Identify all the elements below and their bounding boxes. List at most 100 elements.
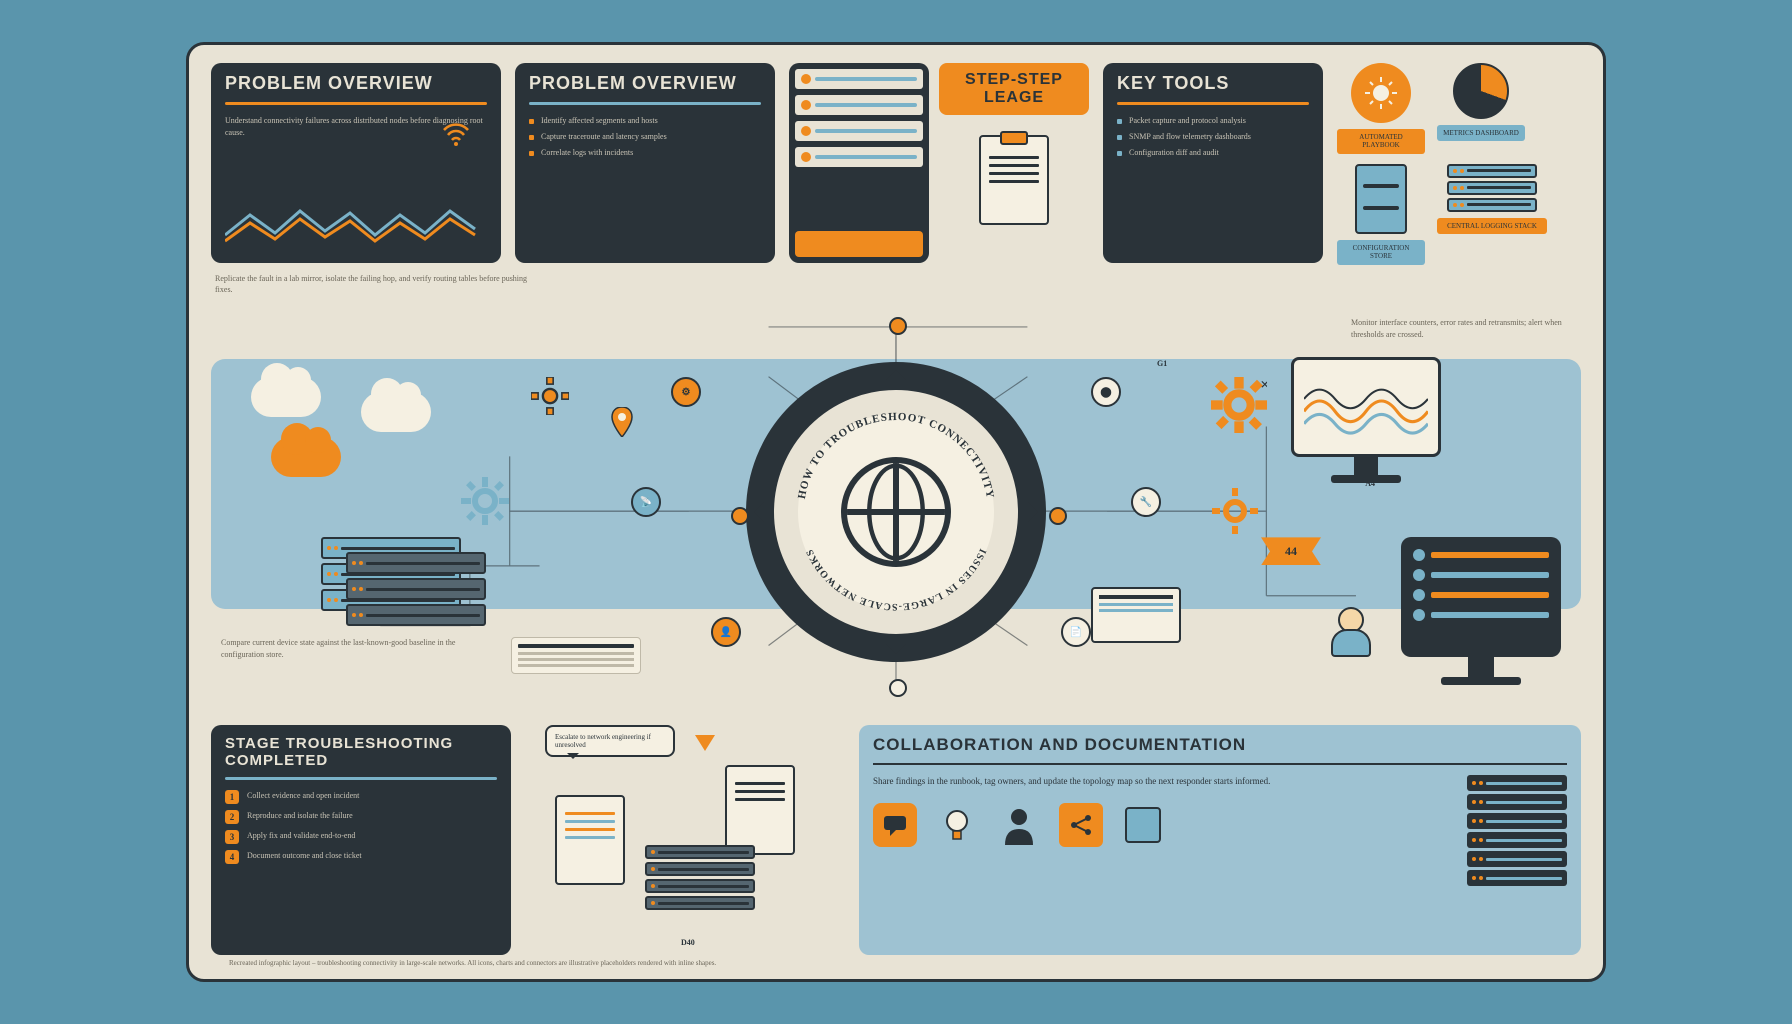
panel-tool-gallery: AUTOMATED PLAYBOOK METRICS DASHBOARD CON…	[1337, 63, 1581, 263]
gear-icon: ✕	[1211, 377, 1267, 433]
caption-text: Monitor interface counters, error rates …	[1351, 317, 1571, 339]
zigzag-chart-icon	[225, 205, 485, 245]
bullet-list: Packet capture and protocol analysis SNM…	[1117, 115, 1309, 159]
server-rack-icon	[346, 552, 486, 630]
divider	[1117, 102, 1309, 105]
shield-icon	[695, 735, 715, 761]
middle-band: HOW TO TROUBLESHOOT CONNECTIVITY ISSUES …	[211, 307, 1581, 717]
panel-body: Share findings in the runbook, tag owner…	[873, 775, 1447, 789]
wifi-icon	[441, 118, 471, 148]
infographic-poster: PROBLEM OVERVIEW Understand connectivity…	[186, 42, 1606, 982]
server-rack-icon	[645, 845, 755, 910]
share-icon	[1068, 812, 1094, 838]
badge-d40: D40	[675, 936, 701, 949]
panel-title: PROBLEM OVERVIEW	[529, 73, 761, 94]
mini-screen	[1091, 587, 1181, 643]
svg-text:✕: ✕	[1260, 379, 1267, 392]
collab-icon	[935, 803, 979, 847]
ribbon-badge: 44	[1261, 537, 1321, 565]
monitor-list	[1401, 537, 1561, 685]
panel-title: STEP-STEP LEAGE	[949, 71, 1079, 107]
stage-item: Document outcome and close ticket	[247, 850, 362, 861]
tool-label: METRICS DASHBOARD	[1437, 125, 1525, 141]
collab-icon	[1121, 803, 1165, 847]
top-row: PROBLEM OVERVIEW Understand connectivity…	[211, 63, 1581, 263]
map-pin-icon	[611, 407, 633, 437]
bottom-row: STAGE TROUBLESHOOTING COMPLETED 1Collect…	[211, 725, 1581, 955]
bullet-item: Packet capture and protocol analysis	[1117, 115, 1309, 128]
footer-text: Recreated infographic layout – troublesh…	[229, 959, 1563, 969]
panel-collaboration: COLLABORATION AND DOCUMENTATION Share fi…	[859, 725, 1581, 955]
bullet-item: Configuration diff and audit	[1117, 147, 1309, 160]
panel-title: COLLABORATION AND DOCUMENTATION	[873, 735, 1567, 755]
network-node: 📄	[1061, 617, 1091, 647]
divider	[529, 102, 761, 105]
stage-item: Reproduce and isolate the failure	[247, 810, 353, 821]
arrow-right-icon	[1028, 502, 1048, 522]
badge-a4: A4	[1359, 477, 1381, 490]
tool-label: CONFIGURATION STORE	[1337, 240, 1425, 265]
bullet-item: Identify affected segments and hosts	[529, 115, 761, 128]
bullet-list: Identify affected segments and hosts Cap…	[529, 115, 761, 159]
gear-icon	[461, 477, 509, 525]
pie-chart-icon	[1453, 63, 1509, 119]
server-rack-icon	[1447, 164, 1537, 212]
person-icon	[999, 805, 1039, 845]
step-title-box: STEP-STEP LEAGE	[939, 63, 1089, 115]
document-icon	[555, 795, 625, 885]
monitor-chart	[1291, 357, 1441, 483]
tool-card-pie: METRICS DASHBOARD	[1437, 63, 1525, 141]
form-preview	[789, 63, 929, 263]
panel-problem-overview-1: PROBLEM OVERVIEW Understand connectivity…	[211, 63, 501, 263]
wave-chart-icon	[1304, 370, 1428, 442]
divider	[225, 102, 487, 105]
person-icon	[1331, 607, 1371, 657]
bullet-item: Correlate logs with incidents	[529, 147, 761, 160]
svg-text:HOW TO TROUBLESHOOT CONNECTIVI: HOW TO TROUBLESHOOT CONNECTIVITY	[796, 411, 996, 500]
bullet-item: Capture traceroute and latency samples	[529, 131, 761, 144]
panel-stages-completed: STAGE TROUBLESHOOTING COMPLETED 1Collect…	[211, 725, 511, 955]
tool-card-cabinet: CONFIGURATION STORE	[1337, 164, 1425, 265]
collab-icon	[873, 803, 917, 847]
panel-key-tools: KEY TOOLS Packet capture and protocol an…	[1103, 63, 1323, 263]
network-node	[1049, 507, 1067, 525]
network-node: ⬤	[1091, 377, 1121, 407]
tool-label: CENTRAL LOGGING STACK	[1437, 218, 1547, 234]
ring-text: HOW TO TROUBLESHOOT CONNECTIVITY ISSUES …	[774, 390, 1018, 634]
bullet-item: SNMP and flow telemetry dashboards	[1117, 131, 1309, 144]
panel-title: KEY TOOLS	[1117, 73, 1309, 94]
cloud-icon	[271, 437, 341, 477]
panel-title: PROBLEM OVERVIEW	[225, 73, 487, 94]
caption-text: Replicate the fault in a lab mirror, iso…	[215, 273, 535, 295]
book-icon	[1125, 807, 1161, 843]
lightbulb-icon	[937, 805, 977, 845]
panel-title: STAGE TROUBLESHOOTING COMPLETED	[225, 735, 497, 769]
collab-icon	[1059, 803, 1103, 847]
svg-text:ISSUES IN LARGE-SCALE NETWORKS: ISSUES IN LARGE-SCALE NETWORKS	[804, 547, 988, 612]
cloud-icon	[251, 377, 321, 417]
panel-middle-bottom: Escalate to network engineering if unres…	[525, 725, 845, 955]
gear-icon	[1211, 487, 1259, 535]
arrow-down-icon	[886, 644, 906, 664]
clipboard-icon	[979, 135, 1049, 225]
network-node: 📡	[631, 487, 661, 517]
document-icon	[725, 765, 795, 855]
server-rack-icon	[1467, 775, 1567, 886]
arrow-up-icon	[886, 360, 906, 380]
caption-text: Compare current device state against the…	[221, 637, 481, 659]
filing-cabinet-icon	[1355, 164, 1407, 234]
cloud-icon	[361, 392, 431, 432]
stage-item: Apply fix and validate end-to-end	[247, 830, 355, 841]
panel-problem-overview-2: PROBLEM OVERVIEW Identify affected segme…	[515, 63, 775, 263]
chat-icon	[882, 812, 908, 838]
network-node: ⚙	[671, 377, 701, 407]
panel-step-by-step: STEP-STEP LEAGE	[789, 63, 1089, 263]
center-hub: HOW TO TROUBLESHOOT CONNECTIVITY ISSUES …	[746, 362, 1046, 662]
network-node	[889, 317, 907, 335]
stage-item: Collect evidence and open incident	[247, 790, 359, 801]
network-node: 🔧	[1131, 487, 1161, 517]
collab-icon	[997, 803, 1041, 847]
sun-icon	[1363, 75, 1399, 111]
badge-g1: G1	[1151, 357, 1173, 370]
network-node: 👤	[711, 617, 741, 647]
